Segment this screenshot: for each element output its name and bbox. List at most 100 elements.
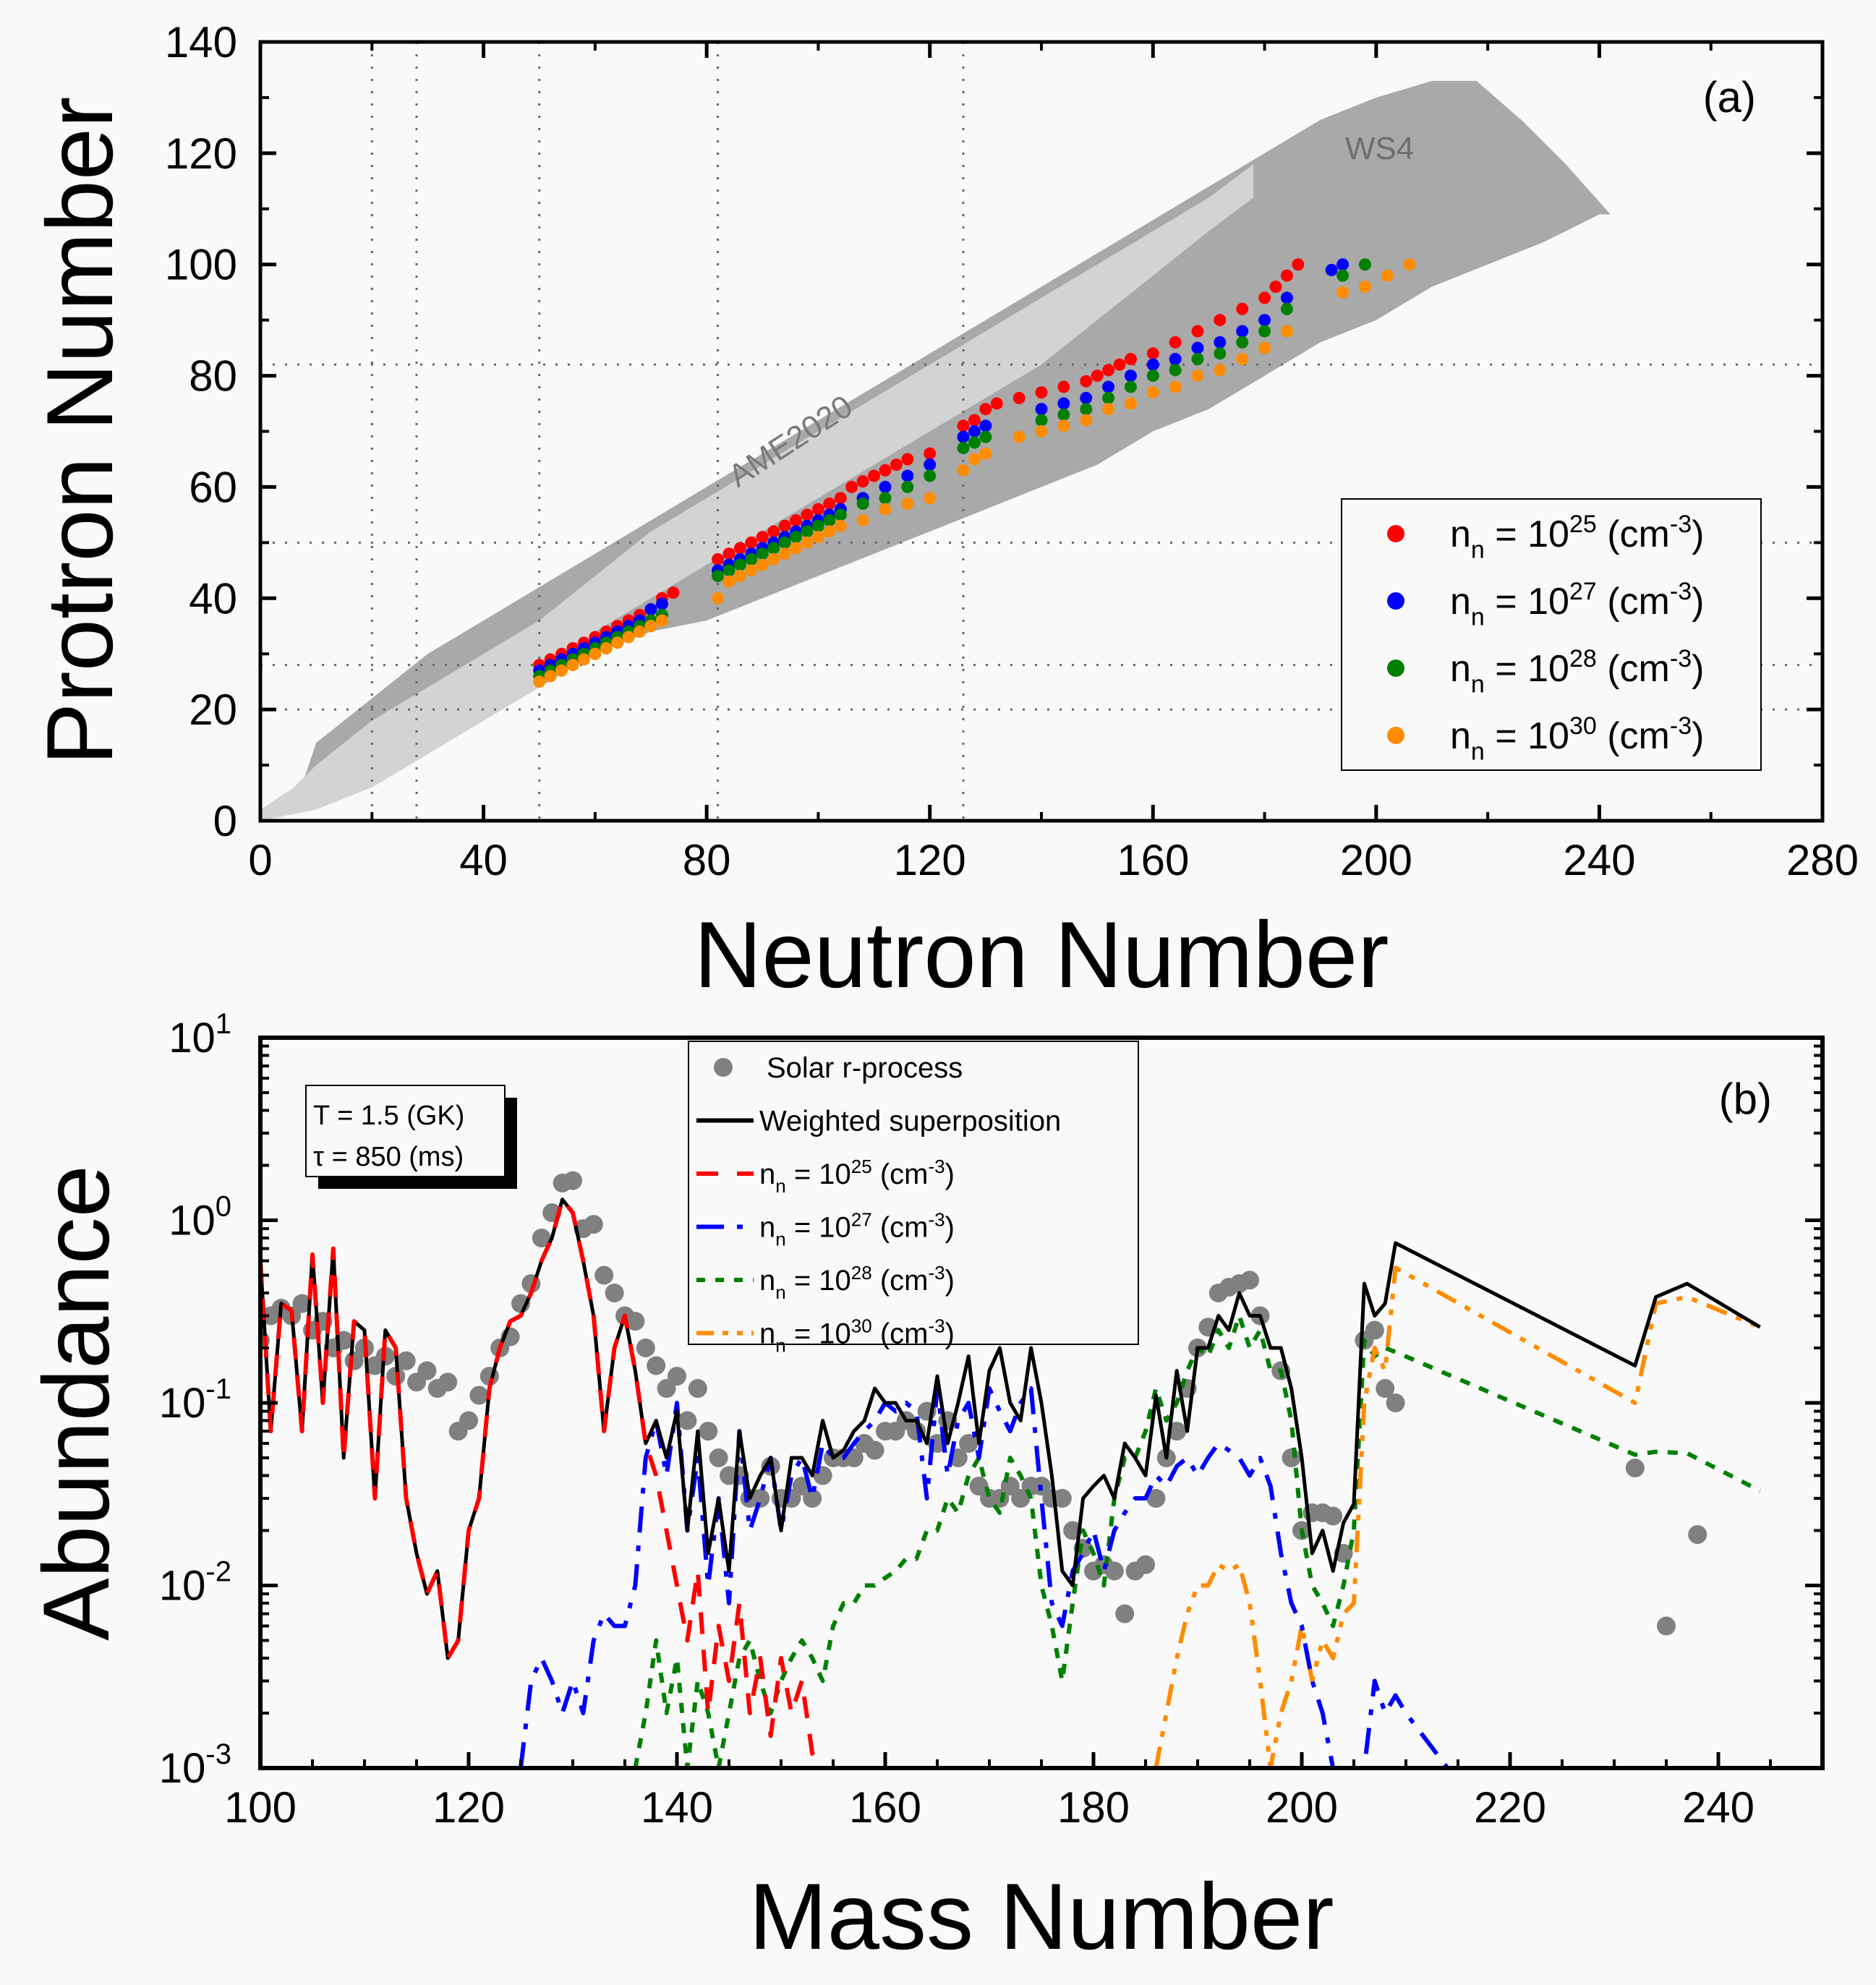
- x-tick-label: 200: [1340, 836, 1412, 884]
- legend-label: nn = 1030 (cm-3): [759, 1315, 955, 1356]
- data-point: [968, 414, 981, 427]
- data-point: [1124, 370, 1137, 383]
- parameters-annotation: T = 1.5 (GK) τ = 850 (ms): [305, 1085, 517, 1189]
- data-point: [1102, 391, 1115, 404]
- solar-point: [803, 1489, 822, 1508]
- legend-box-b: [688, 1041, 1139, 1345]
- data-point: [1057, 397, 1070, 410]
- data-point: [600, 642, 613, 655]
- data-point: [745, 536, 758, 549]
- data-point: [722, 564, 736, 577]
- data-point: [1280, 269, 1293, 282]
- data-point: [957, 419, 970, 432]
- data-point: [722, 547, 736, 560]
- data-point: [845, 480, 858, 493]
- solar-point: [626, 1312, 645, 1331]
- region-ame2020: [260, 164, 1254, 821]
- y-tick-label: 100: [169, 1191, 231, 1245]
- data-point: [924, 492, 937, 505]
- solar-point: [1146, 1489, 1166, 1508]
- data-point: [712, 592, 725, 605]
- series-line-1: [260, 1197, 825, 1768]
- data-point: [979, 430, 992, 443]
- data-point: [901, 498, 914, 511]
- data-point: [957, 464, 970, 477]
- data-point: [1080, 375, 1093, 388]
- data-point: [1358, 280, 1371, 293]
- data-point: [1035, 403, 1048, 416]
- data-point: [778, 536, 791, 549]
- data-point: [756, 531, 769, 544]
- data-point: [1191, 325, 1204, 338]
- data-point: [1057, 419, 1070, 432]
- solar-point: [709, 1448, 728, 1468]
- y-tick-label: 0: [213, 797, 237, 845]
- solar-point: [1376, 1379, 1395, 1399]
- data-point: [1169, 364, 1182, 377]
- y-tick-label: 10-3: [159, 1738, 231, 1792]
- data-point: [801, 536, 814, 549]
- legend-label: nn = 1025 (cm-3): [1450, 511, 1704, 563]
- data-point: [1091, 370, 1104, 383]
- data-point: [644, 620, 657, 633]
- x-tick-label: 120: [894, 836, 966, 884]
- data-point: [979, 447, 992, 460]
- data-point: [924, 458, 937, 471]
- data-point: [733, 558, 746, 571]
- data-point: [968, 425, 981, 437]
- data-point: [1012, 391, 1026, 404]
- x-tick-label: 40: [459, 836, 508, 884]
- data-point: [1292, 258, 1305, 271]
- data-point: [1080, 391, 1093, 404]
- data-point: [622, 631, 635, 644]
- data-point: [767, 525, 780, 538]
- solar-point: [751, 1489, 770, 1508]
- x-axis-label-b: Mass Number: [749, 1864, 1334, 1969]
- legend-marker: [1387, 592, 1404, 610]
- data-point: [1403, 258, 1416, 271]
- data-point: [1214, 347, 1227, 360]
- data-point: [1381, 269, 1394, 282]
- data-point: [834, 508, 847, 521]
- data-point: [577, 653, 590, 666]
- data-point: [555, 664, 568, 677]
- data-point: [823, 514, 836, 527]
- data-point: [767, 542, 780, 555]
- data-point: [823, 525, 836, 538]
- data-point: [968, 436, 981, 449]
- data-point: [801, 508, 814, 521]
- data-point: [1035, 425, 1048, 437]
- data-point: [1358, 258, 1371, 271]
- legend-marker: [1387, 727, 1404, 744]
- legend-marker: [1387, 525, 1404, 542]
- data-point: [722, 575, 736, 588]
- panel-label-b: (b): [1719, 1075, 1772, 1123]
- data-point: [1012, 430, 1026, 443]
- y-tick-label: 100: [165, 241, 237, 289]
- data-point: [1146, 347, 1159, 360]
- x-tick-label: 100: [224, 1783, 297, 1832]
- data-point: [990, 397, 1003, 410]
- data-point: [733, 542, 746, 555]
- data-point: [644, 603, 657, 616]
- data-point: [1102, 403, 1115, 416]
- solar-point: [969, 1477, 989, 1496]
- data-point: [924, 469, 937, 482]
- data-point: [1325, 263, 1338, 276]
- data-point: [901, 453, 914, 466]
- data-point: [533, 675, 546, 688]
- data-point: [1336, 258, 1350, 271]
- solar-point: [678, 1411, 697, 1430]
- data-point: [790, 542, 803, 555]
- data-point: [790, 514, 803, 527]
- abundance-lines: [260, 1197, 1761, 1768]
- data-point: [1124, 380, 1137, 393]
- solar-point: [1688, 1525, 1707, 1545]
- x-tick-label: 180: [1057, 1783, 1130, 1832]
- data-point: [1169, 336, 1182, 349]
- data-point: [544, 670, 557, 683]
- legend-label: nn = 1027 (cm-3): [1450, 578, 1704, 631]
- solar-point: [1657, 1616, 1676, 1636]
- data-point: [745, 564, 758, 577]
- data-point: [790, 531, 803, 544]
